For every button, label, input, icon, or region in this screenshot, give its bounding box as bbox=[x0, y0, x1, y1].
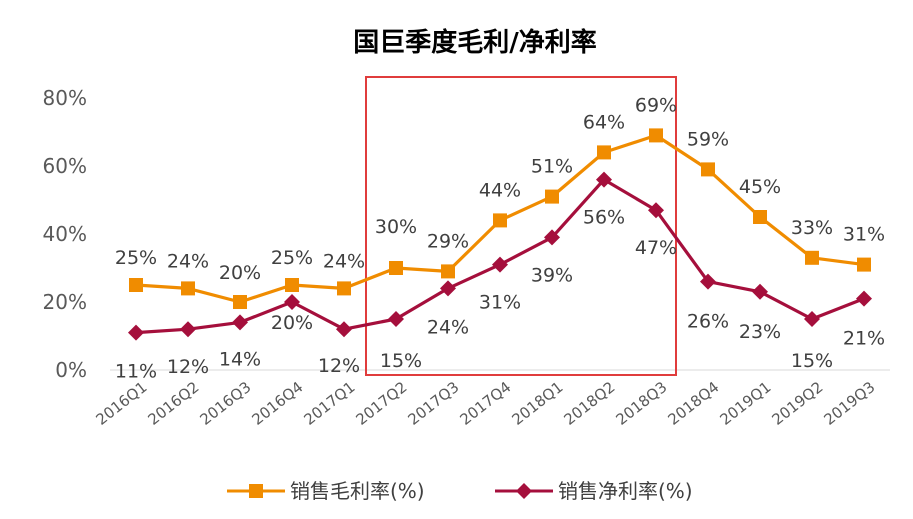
chart-title: 国巨季度毛利/净利率 bbox=[353, 27, 597, 58]
data-point-net-margin bbox=[492, 256, 508, 273]
data-label-gross-margin: 31% bbox=[843, 224, 885, 246]
data-point-net-margin bbox=[856, 290, 872, 307]
data-label-gross-margin: 64% bbox=[583, 111, 625, 133]
legend-marker-square bbox=[249, 484, 263, 498]
y-tick-label: 80% bbox=[43, 86, 87, 110]
data-label-gross-margin: 44% bbox=[479, 179, 521, 201]
legend: 销售毛利率(%) 销售净利率(%) bbox=[227, 479, 693, 503]
data-point-net-margin bbox=[596, 171, 612, 188]
data-point-gross-margin bbox=[493, 213, 507, 228]
series-group bbox=[128, 128, 872, 341]
data-label-gross-margin: 59% bbox=[687, 128, 729, 150]
data-label-net-margin: 12% bbox=[167, 356, 209, 378]
highlight-box bbox=[365, 76, 677, 376]
data-point-gross-margin bbox=[597, 145, 611, 160]
data-point-net-margin bbox=[440, 280, 456, 297]
data-label-net-margin: 15% bbox=[380, 350, 422, 372]
data-label-net-margin: 39% bbox=[531, 264, 573, 286]
data-label-net-margin: 31% bbox=[479, 292, 521, 314]
y-tick-label: 60% bbox=[43, 154, 87, 178]
data-label-gross-margin: 25% bbox=[271, 247, 313, 269]
data-point-gross-margin bbox=[337, 281, 351, 296]
data-label-net-margin: 12% bbox=[318, 355, 360, 377]
data-label-net-margin: 21% bbox=[843, 328, 885, 350]
y-tick-label: 20% bbox=[43, 290, 87, 314]
y-axis: 0% 20% 40% 60% 80% bbox=[43, 86, 87, 382]
data-label-gross-margin: 51% bbox=[531, 156, 573, 178]
data-label-net-margin: 47% bbox=[635, 237, 677, 259]
data-point-gross-margin bbox=[857, 257, 871, 272]
data-point-net-margin bbox=[128, 324, 144, 341]
data-point-gross-margin bbox=[753, 210, 767, 224]
x-tick-label: 2018Q3 bbox=[612, 378, 670, 429]
data-label-net-margin: 15% bbox=[791, 350, 833, 372]
data-label-gross-margin: 24% bbox=[167, 250, 209, 272]
legend-label-net-margin: 销售净利率(%) bbox=[558, 479, 693, 503]
data-point-gross-margin bbox=[701, 162, 715, 177]
data-label-gross-margin: 30% bbox=[375, 216, 417, 238]
x-axis: 2016Q12016Q22016Q32016Q42017Q12017Q22017… bbox=[92, 369, 890, 429]
x-tick-label: 2018Q1 bbox=[508, 378, 566, 429]
data-point-net-margin bbox=[336, 321, 352, 338]
legend-item-gross-margin: 销售毛利率(%) bbox=[227, 479, 425, 503]
x-tick-label: 2016Q4 bbox=[248, 378, 306, 429]
data-labels: 25% 24% 20% 25% 24% 30% 29% 44% 51% 64% 69% 59% 45% 3… bbox=[115, 94, 885, 382]
data-label-net-margin: 23% bbox=[739, 321, 781, 343]
legend-marker-diamond bbox=[516, 483, 532, 499]
x-tick-label: 2016Q1 bbox=[92, 378, 150, 429]
data-label-gross-margin: 20% bbox=[219, 262, 261, 284]
x-tick-label: 2019Q2 bbox=[768, 378, 826, 429]
data-point-gross-margin bbox=[285, 278, 299, 292]
data-label-gross-margin: 33% bbox=[791, 217, 833, 239]
data-point-net-margin bbox=[180, 321, 196, 338]
x-tick-label: 2019Q3 bbox=[820, 378, 878, 429]
data-point-net-margin bbox=[804, 311, 820, 327]
x-tick-label: 2018Q4 bbox=[664, 378, 722, 429]
data-label-net-margin: 56% bbox=[583, 207, 625, 229]
data-point-gross-margin bbox=[441, 264, 455, 279]
data-label-net-margin: 24% bbox=[427, 316, 469, 338]
x-tick-label: 2017Q3 bbox=[404, 378, 462, 429]
data-label-gross-margin: 45% bbox=[739, 176, 781, 198]
data-point-net-margin bbox=[544, 229, 560, 246]
y-tick-label: 0% bbox=[55, 358, 87, 382]
legend-label-gross-margin: 销售毛利率(%) bbox=[290, 479, 425, 503]
x-tick-label: 2017Q1 bbox=[300, 378, 358, 429]
x-tick-label: 2019Q1 bbox=[716, 378, 774, 429]
x-tick-label: 2017Q2 bbox=[352, 378, 410, 429]
x-tick-label: 2016Q3 bbox=[196, 378, 254, 429]
data-label-net-margin: 14% bbox=[219, 348, 261, 370]
data-point-gross-margin bbox=[805, 250, 819, 265]
data-label-net-margin: 26% bbox=[687, 311, 729, 333]
data-point-gross-margin bbox=[129, 278, 143, 292]
data-point-net-margin bbox=[232, 314, 248, 331]
data-point-net-margin bbox=[700, 273, 716, 290]
highlight-box-group bbox=[365, 76, 677, 376]
y-tick-label: 40% bbox=[43, 222, 87, 246]
data-label-gross-margin: 24% bbox=[323, 250, 365, 272]
data-point-gross-margin bbox=[545, 189, 559, 204]
data-point-gross-margin bbox=[181, 281, 195, 296]
x-tick-label: 2017Q4 bbox=[456, 378, 514, 429]
data-label-gross-margin: 25% bbox=[115, 247, 157, 269]
data-label-net-margin: 11% bbox=[115, 361, 157, 383]
x-tick-label: 2016Q2 bbox=[144, 378, 202, 429]
x-tick-label: 2018Q2 bbox=[560, 378, 618, 429]
data-point-gross-margin bbox=[233, 295, 247, 309]
data-point-gross-margin bbox=[649, 128, 663, 143]
data-label-net-margin: 20% bbox=[271, 312, 313, 334]
data-point-gross-margin bbox=[389, 261, 403, 275]
data-point-net-margin bbox=[388, 311, 404, 327]
legend-item-net-margin: 销售净利率(%) bbox=[495, 479, 693, 503]
data-label-gross-margin: 29% bbox=[427, 230, 469, 252]
data-point-net-margin bbox=[648, 202, 664, 219]
data-label-gross-margin: 69% bbox=[635, 94, 677, 116]
data-point-net-margin bbox=[752, 283, 768, 300]
data-point-net-margin bbox=[284, 294, 300, 310]
